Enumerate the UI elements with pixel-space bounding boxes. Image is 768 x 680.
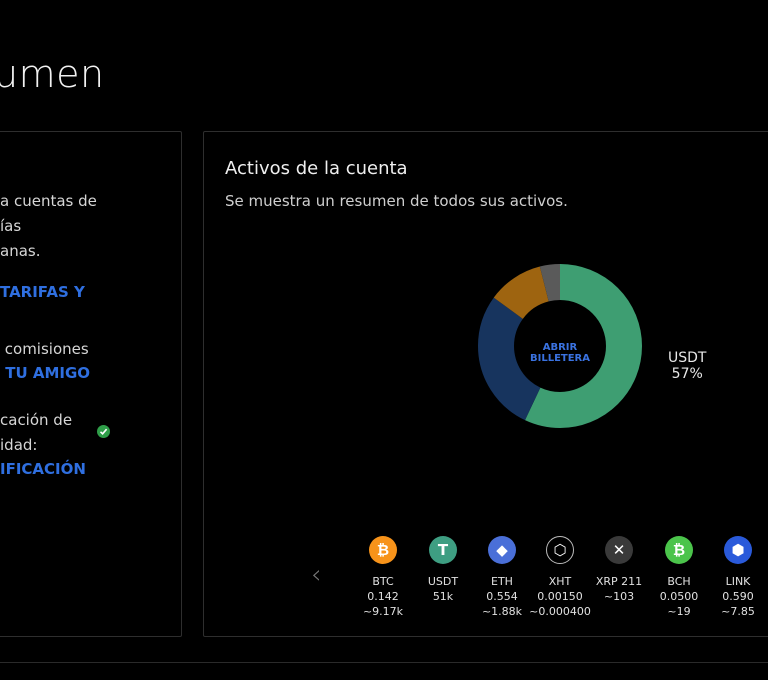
donut-segment-other	[478, 264, 642, 428]
card-title: Activos de la cuenta	[225, 158, 408, 179]
coin-symbol: XHT	[548, 575, 572, 588]
coin-symbol: XRP 211	[595, 575, 643, 588]
coin-amount: 0.0500	[659, 590, 699, 603]
check-icon	[97, 425, 110, 438]
coin-item-btc[interactable]: ₿ BTC 0.142 ~9.17k	[348, 536, 418, 619]
coin-amount: 0.590	[722, 590, 754, 603]
coin-item-eth[interactable]: ◆ ETH 0.554 ~1.88k	[467, 536, 537, 619]
usdt-share-percent: 57%	[671, 366, 703, 382]
coin-item-usdt[interactable]: T USDT 51k	[408, 536, 478, 604]
card-subtitle: Se muestra un resumen de todos sus activ…	[225, 192, 568, 210]
coin-symbol: ETH	[491, 575, 513, 588]
account-assets-card	[203, 131, 768, 637]
usdt-share-symbol: USDT	[668, 350, 707, 366]
invite-friend-link[interactable]: TU AMIGO	[0, 364, 91, 382]
open-wallet-button[interactable]: ABRIR BILLETERA	[529, 342, 590, 364]
ethereum-icon: ◆	[488, 536, 516, 564]
fees-link[interactable]: TARIFAS Y	[0, 283, 85, 301]
coin-item-xrp[interactable]: ✕ XRP 211 ~103	[584, 536, 654, 604]
assets-donut-chart	[478, 264, 642, 428]
coin-amount: 51k	[432, 590, 454, 603]
page-title: umen	[0, 52, 105, 96]
coin-value: ~1.88k	[481, 605, 523, 618]
left-panel	[0, 131, 182, 637]
prev-arrow-icon[interactable]: ‹	[311, 560, 322, 590]
coin-item-link[interactable]: ⬢ LINK 0.590 ~7.85	[703, 536, 768, 619]
coin-symbol: USDT	[427, 575, 459, 588]
divider	[0, 662, 768, 663]
left-panel-text-2: comisiones	[0, 340, 89, 358]
usdt-share-label: USDT 57%	[668, 350, 706, 382]
ripple-icon: ✕	[605, 536, 633, 564]
verification-link[interactable]: IFICACIÓN	[0, 460, 86, 478]
hollaex-icon: ⬡	[546, 536, 574, 564]
tether-icon: T	[429, 536, 457, 564]
coin-symbol: LINK	[725, 575, 751, 588]
coin-value: ~9.17k	[362, 605, 404, 618]
coin-item-bch[interactable]: ₿ BCH 0.0500 ~19	[644, 536, 714, 619]
coin-amount: 0.00150	[537, 590, 583, 603]
coin-item-xht[interactable]: ⬡ XHT 0.00150 ~0.000400	[525, 536, 595, 619]
donut-segment-eth	[478, 264, 642, 428]
coin-amount: ~103	[603, 590, 635, 603]
coin-amount: 0.142	[367, 590, 399, 603]
chainlink-icon: ⬢	[724, 536, 752, 564]
bitcoin-cash-icon: ₿	[665, 536, 693, 564]
coin-value: ~19	[667, 605, 691, 618]
coin-value: ~7.85	[721, 605, 755, 618]
coin-amount: 0.554	[486, 590, 518, 603]
bitcoin-icon: ₿	[369, 536, 397, 564]
coin-symbol: BCH	[667, 575, 691, 588]
coin-symbol: BTC	[372, 575, 394, 588]
left-panel-text-1: a cuentas de ías anas.	[0, 192, 97, 260]
coin-value: ~0.000400	[529, 605, 591, 618]
left-panel-text-3: cación de idad:	[0, 411, 73, 454]
